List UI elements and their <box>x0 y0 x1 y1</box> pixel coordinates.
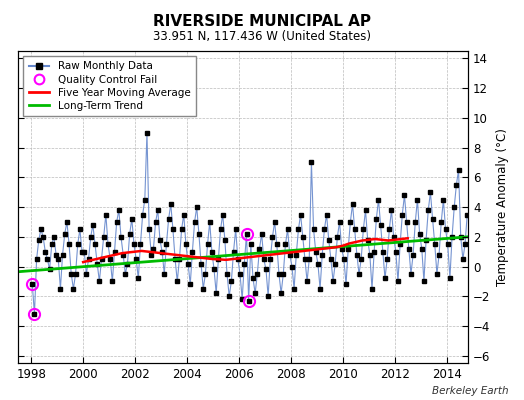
Y-axis label: Temperature Anomaly (°C): Temperature Anomaly (°C) <box>496 128 509 286</box>
Text: RIVERSIDE MUNICIPAL AP: RIVERSIDE MUNICIPAL AP <box>153 14 371 29</box>
Legend: Raw Monthly Data, Quality Control Fail, Five Year Moving Average, Long-Term Tren: Raw Monthly Data, Quality Control Fail, … <box>24 56 196 116</box>
Text: 33.951 N, 117.436 W (United States): 33.951 N, 117.436 W (United States) <box>153 30 371 43</box>
Text: Berkeley Earth: Berkeley Earth <box>432 386 508 396</box>
